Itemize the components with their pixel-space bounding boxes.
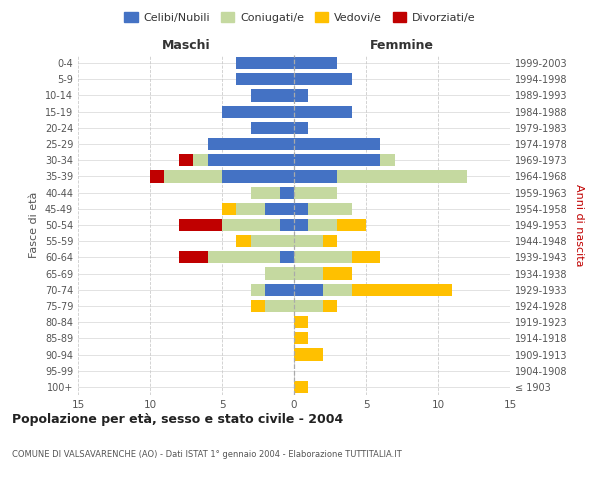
Bar [294, 122, 308, 134]
Bar [323, 300, 337, 312]
Bar [294, 202, 308, 215]
Bar [179, 252, 208, 264]
Bar [294, 90, 308, 102]
Bar [323, 268, 352, 280]
Bar [294, 300, 323, 312]
Bar [150, 170, 164, 182]
Bar [236, 202, 265, 215]
Bar [265, 202, 294, 215]
Bar [294, 381, 308, 393]
Text: Maschi: Maschi [161, 39, 211, 52]
Bar [337, 219, 366, 231]
Bar [280, 219, 294, 231]
Bar [222, 106, 294, 118]
Bar [294, 106, 352, 118]
Bar [352, 252, 380, 264]
Bar [380, 154, 395, 166]
Bar [208, 138, 294, 150]
Text: COMUNE DI VALSAVARENCHE (AO) - Dati ISTAT 1° gennaio 2004 - Elaborazione TUTTITA: COMUNE DI VALSAVARENCHE (AO) - Dati ISTA… [12, 450, 402, 459]
Bar [294, 348, 323, 360]
Bar [251, 300, 265, 312]
Bar [294, 268, 323, 280]
Bar [251, 122, 294, 134]
Legend: Celibi/Nubili, Coniugati/e, Vedovi/e, Divorziati/e: Celibi/Nubili, Coniugati/e, Vedovi/e, Di… [120, 8, 480, 28]
Bar [323, 284, 352, 296]
Bar [294, 73, 352, 86]
Bar [236, 57, 294, 69]
Bar [280, 252, 294, 264]
Bar [294, 219, 308, 231]
Bar [337, 170, 467, 182]
Bar [222, 202, 236, 215]
Bar [251, 235, 294, 248]
Text: Femmine: Femmine [370, 39, 434, 52]
Bar [208, 154, 294, 166]
Bar [308, 202, 352, 215]
Bar [236, 235, 251, 248]
Bar [352, 284, 452, 296]
Bar [294, 186, 337, 198]
Bar [179, 219, 222, 231]
Bar [222, 219, 280, 231]
Bar [265, 284, 294, 296]
Bar [164, 170, 222, 182]
Bar [193, 154, 208, 166]
Bar [294, 170, 337, 182]
Text: Popolazione per età, sesso e stato civile - 2004: Popolazione per età, sesso e stato civil… [12, 412, 343, 426]
Bar [294, 154, 380, 166]
Bar [294, 138, 380, 150]
Bar [294, 284, 323, 296]
Bar [251, 90, 294, 102]
Bar [265, 268, 294, 280]
Bar [265, 300, 294, 312]
Bar [236, 73, 294, 86]
Bar [251, 284, 265, 296]
Bar [222, 170, 294, 182]
Bar [294, 235, 323, 248]
Bar [323, 235, 337, 248]
Bar [294, 332, 308, 344]
Bar [179, 154, 193, 166]
Bar [294, 57, 337, 69]
Bar [308, 219, 337, 231]
Bar [294, 316, 308, 328]
Y-axis label: Anni di nascita: Anni di nascita [574, 184, 584, 266]
Bar [251, 186, 280, 198]
Bar [280, 186, 294, 198]
Bar [294, 252, 352, 264]
Y-axis label: Fasce di età: Fasce di età [29, 192, 39, 258]
Bar [208, 252, 280, 264]
